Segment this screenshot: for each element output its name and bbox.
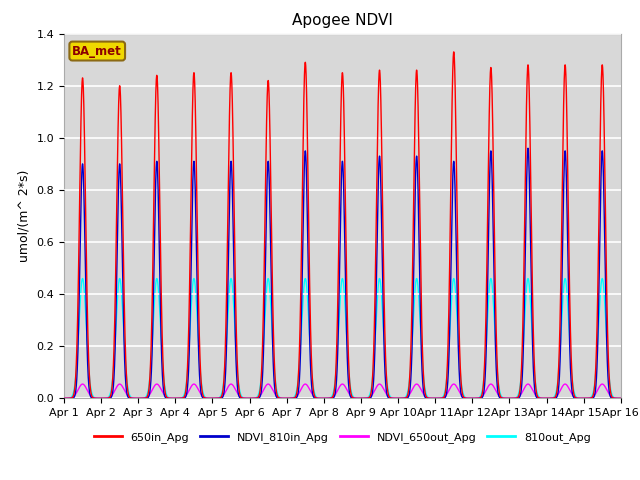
- Title: Apogee NDVI: Apogee NDVI: [292, 13, 393, 28]
- Legend: 650in_Apg, NDVI_810in_Apg, NDVI_650out_Apg, 810out_Apg: 650in_Apg, NDVI_810in_Apg, NDVI_650out_A…: [90, 428, 595, 447]
- Y-axis label: umol/(m^ 2*s): umol/(m^ 2*s): [18, 170, 31, 262]
- Text: BA_met: BA_met: [72, 45, 122, 58]
